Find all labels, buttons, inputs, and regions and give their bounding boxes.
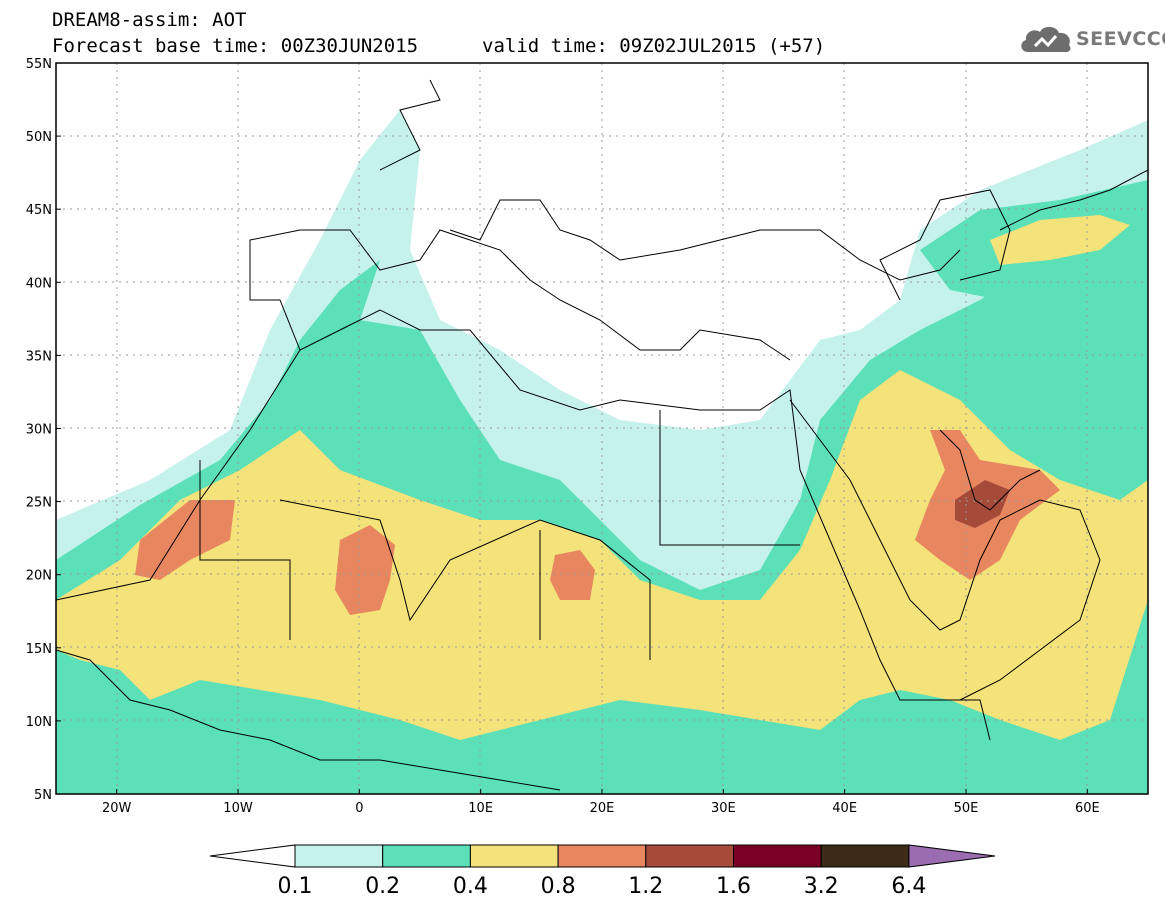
valid-time: valid time: 09Z02JUL2015 (+57) bbox=[482, 35, 826, 57]
lat-tick-label: 50N bbox=[26, 130, 52, 145]
colorbar-label: 1.2 bbox=[628, 874, 663, 899]
lat-tick-label: 15N bbox=[26, 642, 52, 657]
colorbar-swatch bbox=[557, 844, 647, 868]
colorbar-swatch bbox=[382, 844, 471, 868]
colorbar-over-arrow bbox=[908, 844, 996, 868]
colorbar-under-arrow bbox=[209, 844, 296, 868]
graticule bbox=[56, 63, 1148, 794]
lat-tick-label: 25N bbox=[26, 496, 52, 511]
lat-tick-label: 5N bbox=[34, 788, 52, 803]
aot-field-1.2 bbox=[955, 480, 1010, 528]
aot-field-0.8-c bbox=[550, 550, 595, 600]
coastlines bbox=[56, 79, 1148, 791]
lon-tick-label: 30E bbox=[711, 801, 736, 816]
lon-tick-label: 20E bbox=[590, 801, 615, 816]
lat-tick-label: 45N bbox=[26, 203, 52, 218]
lat-tick-label: 20N bbox=[26, 569, 52, 584]
seevccc-logo: SEEVCCC bbox=[1018, 22, 1165, 58]
logo-text: SEEVCCC bbox=[1076, 28, 1165, 50]
lon-tick-label: 10W bbox=[223, 801, 253, 816]
lat-tick-label: 40N bbox=[26, 276, 52, 291]
colorbar-label: 0.8 bbox=[541, 874, 576, 899]
colorbar-swatch bbox=[469, 844, 559, 868]
colorbar-swatch bbox=[820, 844, 910, 868]
latitude-ticks: 5N 10N 15N 20N 25N 30N 35N 40N 45N 50N 55N bbox=[26, 57, 61, 803]
aot-field-0.8-a bbox=[135, 500, 235, 580]
colorbar-label: 6.4 bbox=[891, 874, 926, 899]
colorbar-label: 3.2 bbox=[804, 874, 839, 899]
lat-tick-label: 55N bbox=[26, 57, 52, 72]
title-line1: DREAM8-assim: AOT bbox=[52, 9, 247, 31]
lon-tick-label: 60E bbox=[1075, 801, 1100, 816]
colorbar-label: 1.6 bbox=[716, 874, 751, 899]
colorbar-swatch bbox=[733, 844, 822, 868]
longitude-ticks: 20W 10W 0 10E 20E 30E 40E 50E 60E bbox=[102, 789, 1100, 816]
colorbar-label: 0.1 bbox=[278, 874, 313, 899]
lat-tick-label: 10N bbox=[26, 715, 52, 730]
colorbar-label: 0.4 bbox=[453, 874, 488, 899]
aot-field-0.4-caspian bbox=[990, 215, 1130, 265]
colorbar-swatch bbox=[645, 844, 734, 868]
lon-tick-label: 10E bbox=[468, 801, 493, 816]
cloud-logo-icon bbox=[1021, 26, 1071, 53]
lat-tick-label: 30N bbox=[26, 423, 52, 438]
colorbar-swatch bbox=[294, 844, 384, 868]
lon-tick-label: 40E bbox=[832, 801, 857, 816]
forecast-base-time: Forecast base time: 00Z30JUN2015 bbox=[52, 35, 419, 57]
lon-tick-label: 50E bbox=[954, 801, 979, 816]
aot-field-0.8-b bbox=[335, 525, 395, 615]
lon-tick-label: 0 bbox=[355, 801, 363, 816]
lon-tick-label: 20W bbox=[102, 801, 132, 816]
colorbar-label: 0.2 bbox=[365, 874, 400, 899]
lat-tick-label: 35N bbox=[26, 349, 52, 364]
